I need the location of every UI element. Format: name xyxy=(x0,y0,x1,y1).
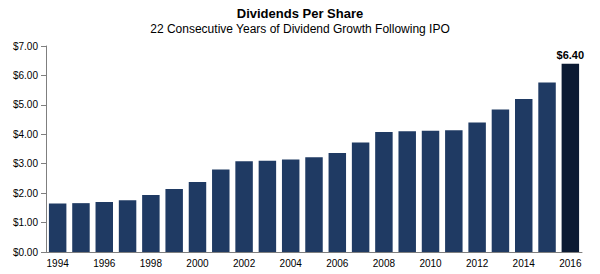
svg-text:1996: 1996 xyxy=(93,258,116,269)
svg-text:$7.00: $7.00 xyxy=(13,41,38,52)
svg-text:1998: 1998 xyxy=(140,258,163,269)
svg-text:1994: 1994 xyxy=(47,258,70,269)
svg-text:$6.40: $6.40 xyxy=(557,49,585,61)
svg-text:$6.00: $6.00 xyxy=(13,70,38,81)
svg-text:2004: 2004 xyxy=(280,258,303,269)
svg-text:2014: 2014 xyxy=(513,258,536,269)
svg-text:2012: 2012 xyxy=(466,258,489,269)
svg-text:2002: 2002 xyxy=(233,258,256,269)
svg-text:$1.00: $1.00 xyxy=(13,217,38,228)
svg-text:$0.00: $0.00 xyxy=(13,247,38,258)
svg-text:Dividends Per Share: Dividends Per Share xyxy=(237,6,363,21)
svg-text:22 Consecutive Years of Divide: 22 Consecutive Years of Dividend Growth … xyxy=(150,22,450,36)
svg-text:2010: 2010 xyxy=(419,258,442,269)
svg-text:$2.00: $2.00 xyxy=(13,188,38,199)
svg-text:2016: 2016 xyxy=(559,258,582,269)
svg-text:2008: 2008 xyxy=(373,258,396,269)
svg-text:$5.00: $5.00 xyxy=(13,99,38,110)
svg-text:2006: 2006 xyxy=(326,258,349,269)
svg-text:$3.00: $3.00 xyxy=(13,158,38,169)
svg-text:$4.00: $4.00 xyxy=(13,129,38,140)
svg-text:2000: 2000 xyxy=(186,258,209,269)
